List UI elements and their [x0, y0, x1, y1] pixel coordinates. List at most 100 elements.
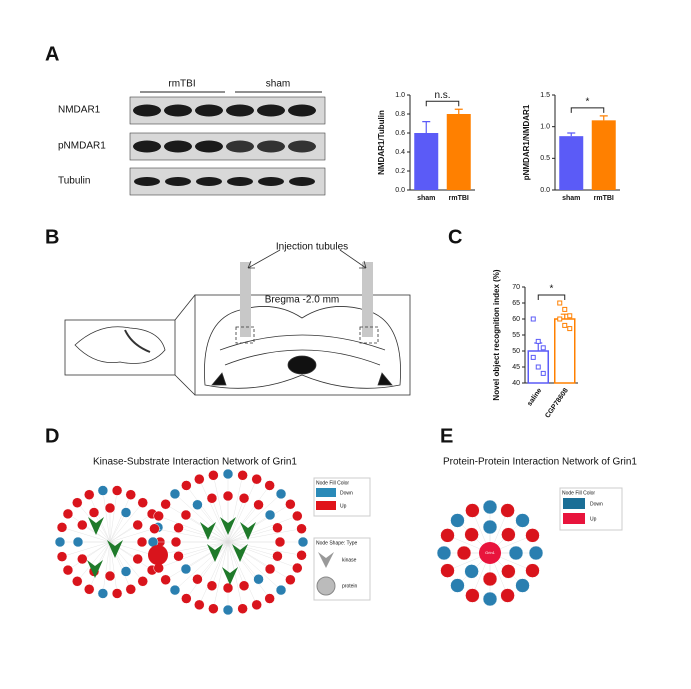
legend-swatch — [316, 501, 336, 510]
blot-band — [165, 177, 191, 186]
y-tick-label: 0.2 — [395, 168, 405, 175]
blot-band — [288, 140, 316, 153]
node — [251, 599, 262, 611]
node — [54, 536, 66, 548]
blot: rmTBI sham NMDAR1 pNMDAR1 Tubulin — [58, 79, 326, 196]
node — [160, 498, 171, 510]
edge — [89, 494, 111, 543]
node — [97, 588, 109, 599]
node — [222, 490, 234, 502]
node — [482, 499, 498, 515]
edge — [227, 504, 259, 543]
blot-band — [195, 104, 223, 117]
blot-band — [195, 140, 223, 153]
kinase-node — [87, 560, 103, 578]
edge — [227, 541, 270, 599]
blot-band — [288, 104, 316, 117]
bar — [446, 114, 471, 190]
blot-band — [227, 177, 253, 186]
edge — [227, 485, 270, 543]
significance-bracket — [537, 294, 566, 300]
node — [264, 509, 276, 521]
edge — [109, 490, 118, 543]
edge — [227, 475, 243, 543]
error-bar — [599, 115, 608, 121]
node — [264, 593, 275, 604]
node — [77, 519, 88, 531]
panel-letter: A — [45, 43, 59, 65]
node — [72, 576, 83, 587]
legend-label: Up — [340, 503, 347, 509]
node — [253, 499, 264, 511]
edge — [227, 541, 298, 569]
node — [508, 545, 524, 561]
annotation: * — [586, 97, 590, 108]
y-tick-label: 60 — [512, 316, 520, 323]
blot-band — [226, 140, 254, 153]
network-title: Protein-Protein Interaction Network of G… — [443, 457, 637, 468]
y-tick-label: 0.0 — [540, 187, 550, 194]
node — [181, 593, 192, 604]
node — [222, 468, 234, 480]
blot-band — [164, 104, 192, 117]
x-tick-label: CGP78608 — [544, 387, 570, 419]
edge — [67, 513, 111, 543]
target-box — [235, 326, 255, 344]
node — [160, 574, 171, 586]
legend-label: kinase — [342, 557, 357, 563]
edge — [199, 479, 229, 543]
edge — [109, 494, 131, 543]
coronal-detail — [224, 349, 381, 366]
blot-band — [196, 177, 222, 186]
legend-title: Node Shape: Type — [316, 540, 358, 546]
y-axis-label: NMDAR1/Tubulin — [377, 110, 386, 175]
node — [465, 503, 480, 518]
edge — [211, 498, 229, 543]
legend-label: protein — [342, 583, 358, 589]
arrow — [339, 249, 367, 269]
data-point — [540, 345, 546, 351]
node — [264, 563, 276, 575]
edge — [61, 541, 111, 557]
node — [292, 562, 303, 574]
edge — [109, 513, 153, 543]
legend: Node Fill Color Down Up — [559, 487, 623, 531]
node — [296, 523, 307, 534]
node — [120, 507, 132, 518]
node — [136, 536, 148, 548]
ventricle — [287, 355, 317, 375]
edge — [102, 541, 111, 594]
node — [149, 523, 160, 534]
node — [120, 566, 132, 577]
legend-box — [313, 477, 371, 517]
row-label: pNMDAR1 — [58, 141, 106, 152]
row-label: NMDAR1 — [58, 105, 101, 116]
blot-band — [257, 140, 285, 153]
node — [500, 588, 515, 603]
data-point — [540, 370, 546, 376]
data-point — [530, 316, 536, 322]
node — [125, 489, 137, 500]
edge — [227, 498, 245, 543]
edge — [178, 541, 229, 557]
kinase-node — [200, 522, 216, 540]
edge — [102, 490, 111, 543]
node — [206, 493, 218, 504]
node — [72, 536, 84, 548]
network-title: Kinase-Substrate Interaction Network of … — [93, 457, 297, 468]
legend-label: Down — [340, 490, 353, 496]
node — [501, 564, 516, 579]
node — [194, 473, 205, 485]
node — [440, 563, 455, 578]
node — [253, 573, 264, 585]
node — [440, 528, 455, 543]
node — [180, 563, 192, 575]
node — [275, 584, 287, 596]
node — [275, 488, 287, 500]
injection-tube — [240, 262, 251, 337]
node — [500, 503, 515, 518]
x-tick-label: sham — [562, 195, 580, 202]
hub-node — [479, 542, 501, 564]
sagittal-detail — [124, 329, 151, 353]
legend-title: Node Fill Color — [562, 490, 595, 496]
